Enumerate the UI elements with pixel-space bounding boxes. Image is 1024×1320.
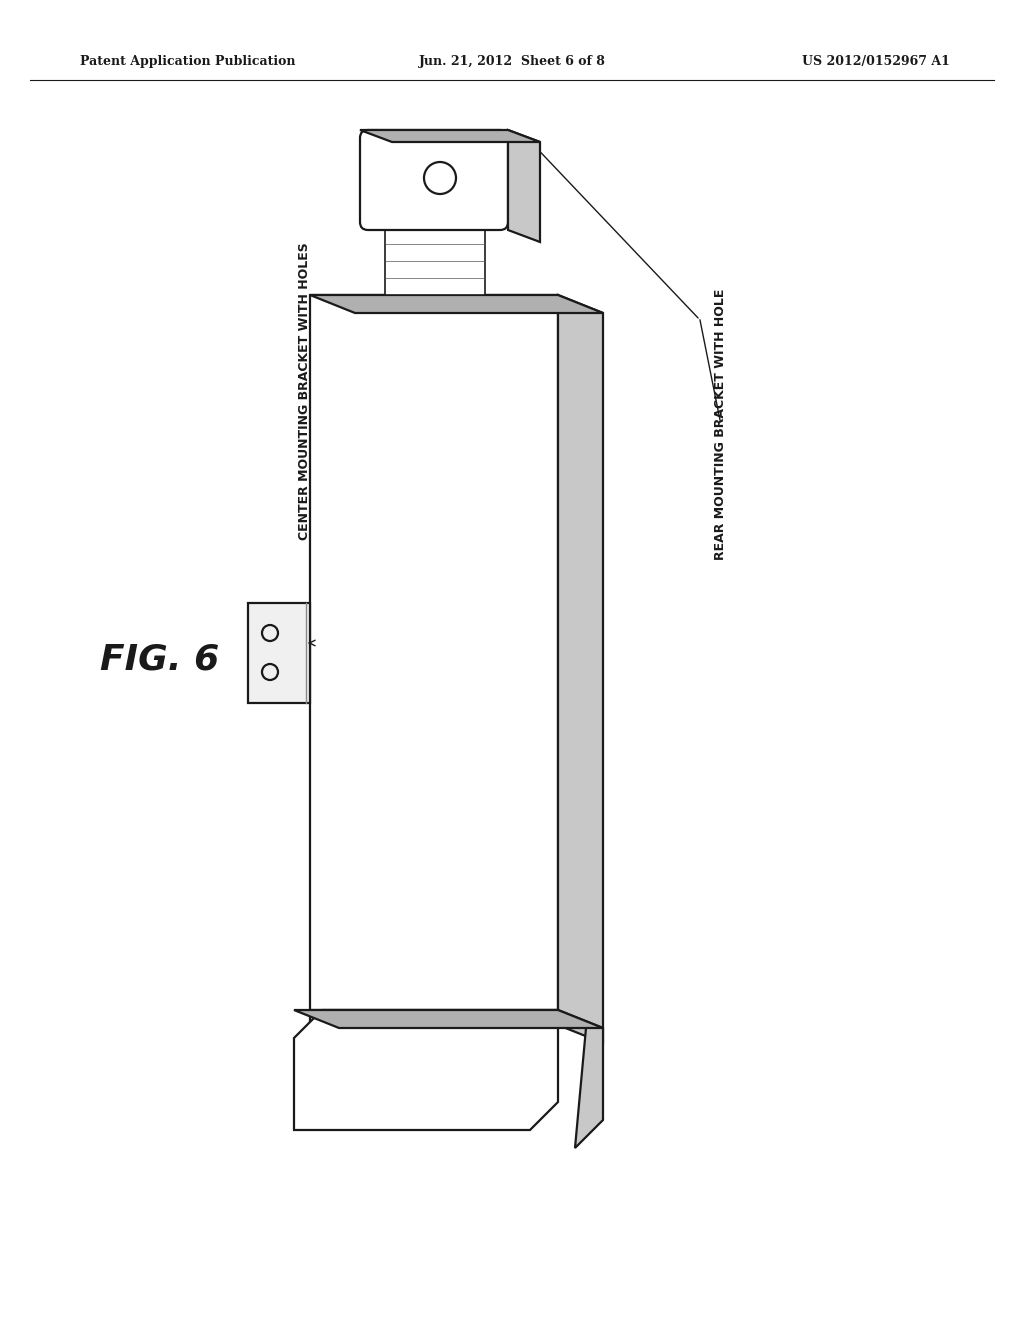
Polygon shape [294,1010,558,1130]
Polygon shape [558,1010,603,1148]
Text: REAR MOUNTING BRACKET WITH HOLE: REAR MOUNTING BRACKET WITH HOLE [714,289,726,560]
Polygon shape [248,603,310,704]
Polygon shape [558,294,603,1043]
Polygon shape [508,129,540,242]
FancyBboxPatch shape [360,129,508,230]
Text: CENTER MOUNTING BRACKET WITH HOLES: CENTER MOUNTING BRACKET WITH HOLES [299,243,311,540]
Polygon shape [385,210,485,294]
Polygon shape [294,1010,603,1028]
Polygon shape [378,176,490,211]
Text: US 2012/0152967 A1: US 2012/0152967 A1 [802,55,950,69]
Polygon shape [360,129,540,143]
Polygon shape [310,294,558,1026]
Polygon shape [310,294,603,313]
Text: FIG. 6: FIG. 6 [100,643,219,677]
Text: Patent Application Publication: Patent Application Publication [80,55,296,69]
Text: Jun. 21, 2012  Sheet 6 of 8: Jun. 21, 2012 Sheet 6 of 8 [419,55,605,69]
